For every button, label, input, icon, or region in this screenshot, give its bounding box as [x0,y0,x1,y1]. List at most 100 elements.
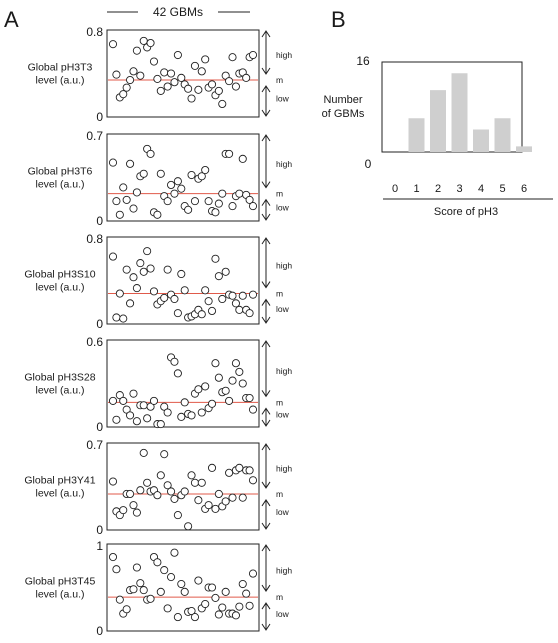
data-point [225,396,234,405]
zone-label-m: m [276,75,283,85]
data-point [112,70,121,79]
arrow-head-high-b-2 [261,281,271,289]
data-point [197,172,206,181]
arrow-head-high-a-1 [261,134,271,142]
data-point [122,265,131,274]
data-point [126,489,135,499]
data-point [132,284,141,293]
data-point [211,254,220,263]
data-point [225,149,234,158]
data-point [173,511,182,520]
data-point [129,585,138,594]
data-point [218,99,227,108]
arrow-head-high-b-3 [261,390,271,398]
data-point [126,411,135,420]
data-point [132,188,141,197]
data-point [190,197,200,206]
data-point [129,501,138,510]
data-point [160,566,169,575]
data-point [119,314,128,323]
data-point [132,563,141,572]
data-point [160,450,169,459]
data-point [160,293,169,302]
y-max-label: 0.7 [86,438,103,452]
header-label: 42 GBMs [153,5,203,19]
data-point [143,414,152,423]
y-min-label: 0 [96,110,103,124]
data-point [112,197,121,206]
data-point [245,195,254,204]
data-point [228,376,237,385]
data-point [132,508,141,517]
data-point [173,177,182,186]
arrow-head-low-a-1 [261,198,271,206]
data-point [112,313,121,322]
data-point [242,589,251,598]
plot-frame-5 [106,442,260,531]
y-axis-label-line1: Global pH3S28 [24,372,95,384]
data-point [129,273,138,282]
bar-1 [408,118,425,152]
data-point [149,57,159,66]
data-point [122,195,131,204]
data-point [207,463,217,472]
y-min-label: 0 [96,420,103,434]
y-axis-label-line1: Global pH3T6 [28,166,93,178]
data-point [136,486,145,495]
data-point [170,494,179,503]
y-axis-label-line2: level (a.u.) [35,75,84,87]
zone-label-high: high [276,366,292,376]
data-point [173,613,182,622]
data-point [190,613,200,622]
zone-label-low: low [276,94,290,104]
zone-label-high: high [276,260,292,270]
data-point [221,587,230,596]
data-point [126,159,135,168]
data-point [177,579,186,589]
data-point [207,583,217,592]
data-point [248,405,258,414]
data-point [238,579,247,589]
arrow-head-low-b-1 [261,213,271,221]
arrow-head-low-a-5 [261,602,271,610]
zone-label-m: m [276,397,283,407]
data-point [228,202,237,211]
data-point [235,463,244,472]
data-point [197,478,206,487]
data-point [119,183,128,192]
data-point [201,599,210,609]
data-point [211,359,220,368]
data-point [177,73,186,82]
data-point [225,468,234,477]
data-point [115,210,124,219]
data-point [248,569,258,578]
data-point [156,471,165,480]
data-point [245,393,254,403]
data-point [108,158,118,167]
x-tick-label: 5 [499,183,505,195]
x-tick-label: 6 [521,183,527,195]
data-point [190,61,200,70]
y-axis-label-line2: level (a.u.) [35,282,84,294]
y-min-label: 0 [96,317,103,331]
data-point [163,265,172,274]
arrow-head-high-b-5 [261,584,271,592]
bar-4 [473,129,489,152]
data-point [211,208,220,217]
data-point [170,548,179,557]
y-axis-label-line1: Global pH3T45 [25,576,96,588]
x-tick-label: 0 [392,183,398,195]
data-point [194,85,203,94]
zone-label-low: low [276,410,290,420]
data-point [108,553,118,562]
data-point [197,310,206,319]
data-point [194,576,203,585]
data-point [136,579,145,588]
data-point [166,573,176,582]
data-point [201,382,210,391]
data-point [201,55,210,64]
zone-label-low: low [276,202,290,212]
bar-3 [451,73,468,152]
